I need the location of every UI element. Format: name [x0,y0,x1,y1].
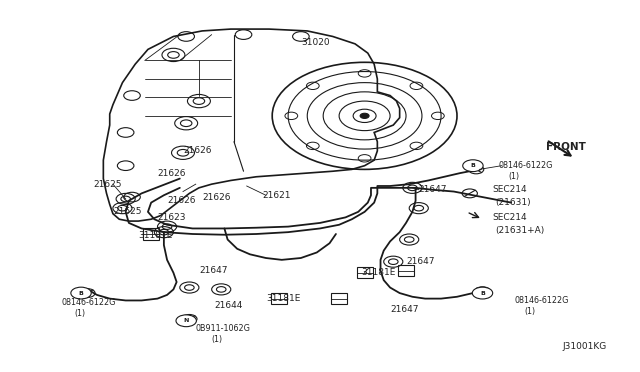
Text: 08146-6122G: 08146-6122G [515,296,569,305]
Bar [398,265,414,276]
Text: 21625: 21625 [113,207,141,217]
Text: 31181E: 31181E [266,294,300,303]
Text: N: N [184,318,189,323]
Text: B: B [480,291,485,296]
Text: 21621: 21621 [262,191,291,200]
Circle shape [360,113,369,118]
Text: 21625: 21625 [94,180,122,189]
Text: 08146-6122G: 08146-6122G [62,298,116,307]
Text: J31001KG: J31001KG [562,342,606,351]
Text: (1): (1) [508,172,519,181]
Text: (1): (1) [212,335,223,344]
Text: 21647: 21647 [406,257,435,266]
Text: SEC214: SEC214 [492,213,527,222]
Text: 08146-6122G: 08146-6122G [499,161,553,170]
Circle shape [472,287,493,299]
Text: B: B [470,163,476,168]
Circle shape [463,160,483,171]
Text: 31181E: 31181E [362,268,396,277]
Text: 21626: 21626 [167,196,196,205]
Text: (21631+A): (21631+A) [495,226,545,235]
Circle shape [71,287,92,299]
Text: 21647: 21647 [199,266,227,275]
Text: (21631): (21631) [495,198,531,207]
Text: 21626: 21626 [202,193,230,202]
Text: 21647: 21647 [390,305,419,314]
Bar [356,267,372,278]
Bar [271,293,287,304]
Circle shape [176,315,196,327]
Text: 0B911-1062G: 0B911-1062G [196,324,251,333]
Text: (1): (1) [524,307,535,316]
Text: 31181E: 31181E [138,231,173,240]
Text: 31020: 31020 [301,38,330,46]
Text: 21647: 21647 [419,185,447,194]
Text: 21644: 21644 [215,301,243,311]
Text: B: B [79,291,83,296]
Text: 21626: 21626 [157,169,186,177]
Text: (1): (1) [75,309,86,318]
Text: 21623: 21623 [157,213,186,222]
Text: FRONT: FRONT [546,142,586,152]
Text: SEC214: SEC214 [492,185,527,194]
Bar [143,228,159,240]
Bar [331,293,347,304]
Text: 21626: 21626 [183,147,211,155]
